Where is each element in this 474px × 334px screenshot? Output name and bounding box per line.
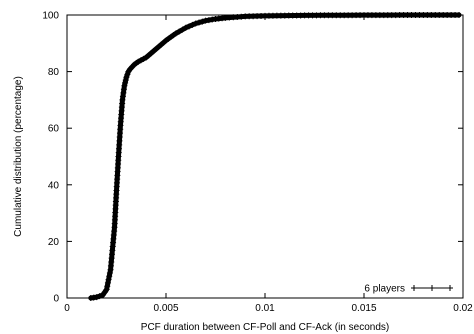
data-point xyxy=(202,17,209,24)
data-point xyxy=(182,24,189,31)
data-point xyxy=(189,21,196,28)
legend-marker xyxy=(447,285,453,291)
data-point xyxy=(456,12,463,18)
plot-frame xyxy=(66,14,464,299)
x-axis-title: PCF duration between CF-Poll and CF-Ack … xyxy=(141,322,389,333)
data-point xyxy=(176,28,183,35)
x-axis: 0 0.005 0.01 0.015 0.02 xyxy=(64,15,473,314)
data-point xyxy=(172,30,179,37)
data-point xyxy=(122,77,129,84)
data-point xyxy=(105,276,112,283)
y-axis-title: Cumulative distribution (percentage) xyxy=(13,76,24,237)
data-point xyxy=(209,16,216,23)
data-point xyxy=(124,71,131,78)
x-tick-label: 0 xyxy=(64,303,70,314)
plot-border xyxy=(66,14,464,299)
legend-label: 6 players xyxy=(364,284,405,295)
data-point xyxy=(196,19,202,26)
y-tick-label: 100 xyxy=(42,11,59,22)
data-point xyxy=(186,23,193,30)
data-point xyxy=(96,293,103,300)
legend: 6 players xyxy=(364,284,453,295)
y-tick-label: 80 xyxy=(48,67,60,78)
data-point xyxy=(179,26,186,33)
data-point xyxy=(106,270,113,277)
data-point xyxy=(205,17,212,24)
series-layer xyxy=(87,12,463,301)
data-point xyxy=(137,57,144,64)
data-point xyxy=(192,20,199,27)
data-point xyxy=(104,283,111,290)
y-tick-label: 0 xyxy=(53,294,59,305)
y-tick-label: 20 xyxy=(48,237,60,248)
data-point xyxy=(140,55,147,62)
x-tick-label: 0.01 xyxy=(255,303,275,314)
data-point xyxy=(135,58,142,65)
data-point xyxy=(122,79,129,86)
data-point xyxy=(199,18,206,25)
x-tick-label: 0.015 xyxy=(351,303,376,314)
data-point xyxy=(106,273,113,280)
data-point xyxy=(103,286,110,293)
x-tick-label: 0.02 xyxy=(453,303,473,314)
y-tick-label: 40 xyxy=(48,180,60,191)
x-tick-label: 0.005 xyxy=(153,303,178,314)
y-tick-label: 60 xyxy=(48,124,60,135)
legend-markers xyxy=(411,285,453,291)
y-axis: 0 20 40 60 80 100 xyxy=(42,11,463,305)
data-point xyxy=(93,294,100,301)
data-point xyxy=(121,82,128,89)
data-point xyxy=(123,74,130,81)
legend-marker xyxy=(429,285,435,291)
legend-marker xyxy=(411,285,417,291)
data-point xyxy=(104,279,111,286)
